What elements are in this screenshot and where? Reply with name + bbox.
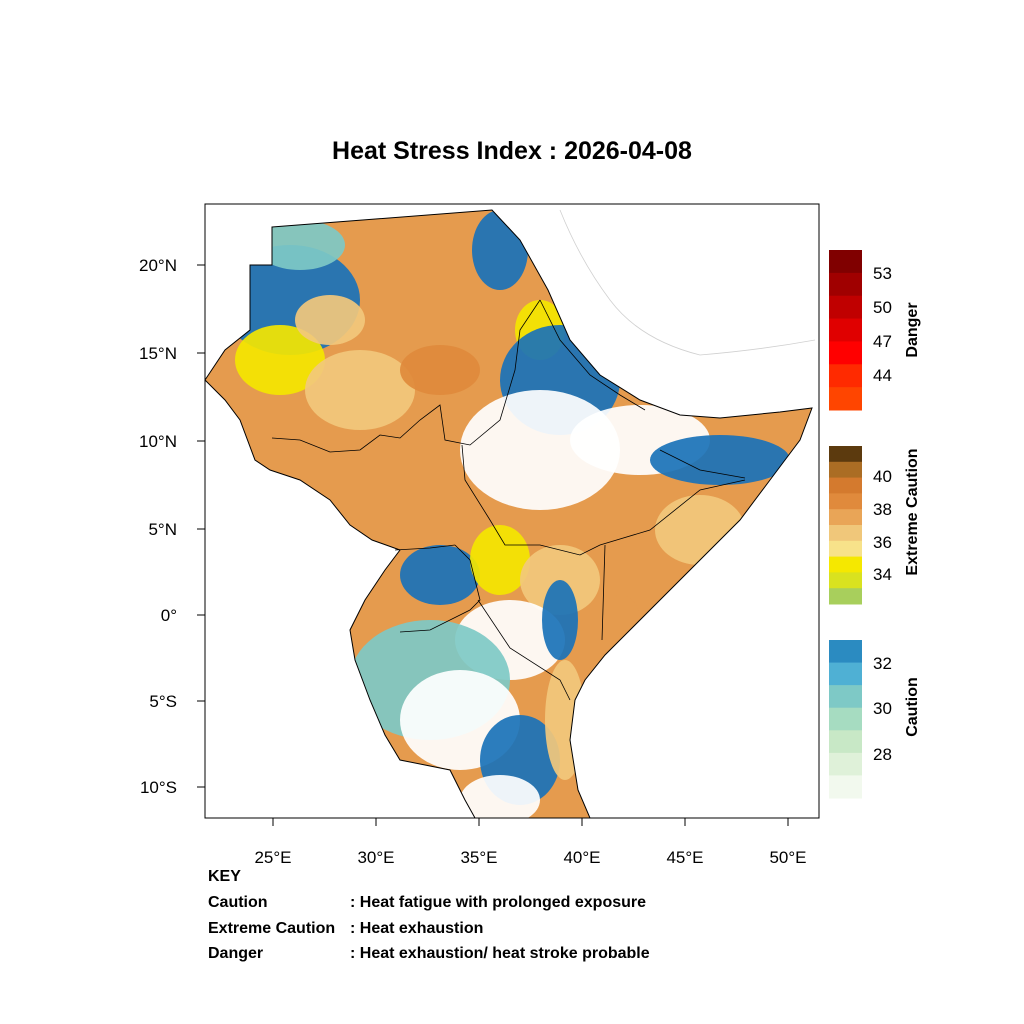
colorbar-swatch [829,572,862,589]
colorbar-swatch [829,662,862,686]
colorbar-swatch [829,250,862,274]
colorbar-swatch [829,640,862,664]
heat-patch [255,220,345,270]
colorbar-label: 36 [873,533,892,552]
region-outline [204,209,813,819]
colorbar-swatch [829,509,862,526]
colorbar-label: 44 [873,366,892,385]
axis-ticks: 25°E 30°E 35°E 40°E 45°E 50°E 20°N 15°N 10°N 5°N 0… [139,256,807,867]
heat-patch [400,345,480,395]
heat-patch [295,295,365,345]
lon-tick-label: 25°E [254,848,291,867]
colorbar-label: 28 [873,745,892,764]
colorbar-title: Danger [904,302,921,357]
lon-tick-label: 45°E [666,848,703,867]
colorbar-swatch [829,685,862,709]
heat-patch [305,350,415,430]
lon-tick-label: 30°E [357,848,394,867]
colorbar-swatch [829,387,862,411]
colorbar-title: Extreme Caution [904,448,921,575]
heat-patch [460,775,540,818]
colorbar-swatch [829,341,862,365]
colorbar-label: 47 [873,332,892,351]
country-borders [271,299,746,701]
heat-patch [650,435,790,485]
lat-tick-label: 10°N [139,432,177,451]
key-term: Danger [208,945,264,962]
colorbar-swatch [829,364,862,388]
lat-tick-label: 5°S [149,692,177,711]
colorbar-swatch [829,588,862,605]
colorbar-label: 50 [873,298,892,317]
colorbar-swatch [829,446,862,463]
colorbar-label: 34 [873,565,892,584]
lat-tick-label: 5°N [148,520,177,539]
heat-patch [235,325,325,395]
lat-tick-label: 10°S [140,778,177,797]
colorbar-swatch [829,707,862,731]
key-desc: : Heat exhaustion/ heat stroke probable [350,945,650,962]
colorbar-swatch [829,730,862,754]
lon-tick-label: 40°E [563,848,600,867]
heat-patch [400,545,480,605]
colorbar-caution: 32 30 28 Caution [829,640,921,799]
colorbar-label: 38 [873,500,892,519]
key-heading: KEY [208,868,241,885]
key-desc: : Heat exhaustion [350,920,484,937]
map-title: Heat Stress Index : 2026-04-08 [332,137,692,165]
colorbar-label: 53 [873,264,892,283]
colorbar-swatch [829,556,862,573]
colorbar-swatch [829,295,862,320]
lat-tick-label: 15°N [139,344,177,363]
lat-tick-label: 20°N [139,256,177,275]
key-desc: : Heat fatigue with prolonged exposure [350,894,647,911]
lon-tick-label: 35°E [460,848,497,867]
colorbar-swatch [829,493,862,510]
colorbar-swatch [829,775,862,799]
colorbar-label: 32 [873,654,892,673]
heat-patch [542,580,578,660]
colorbar-label: 30 [873,699,892,718]
heat-patch [470,525,530,595]
lat-tick-label: 0° [161,606,177,625]
colorbar-swatch [829,318,862,342]
colorbar-swatch [829,272,862,297]
colorbar-title: Caution [904,677,921,737]
colorbar-swatch [829,477,862,494]
colorbar-danger: 53 50 47 44 Danger [829,250,921,411]
lon-tick-label: 50°E [769,848,806,867]
key-term: Caution [208,894,268,911]
colorbar-swatch [829,525,862,542]
colorbar-swatch [829,752,862,776]
colorbar-swatch [829,461,862,479]
colorbar-extreme-caution: 40 38 36 34 Extreme Caution [829,446,921,605]
coastline-outline [559,209,816,356]
colorbar-label: 40 [873,467,892,486]
colorbar-swatch [829,540,862,558]
key-term: Extreme Caution [208,920,336,937]
